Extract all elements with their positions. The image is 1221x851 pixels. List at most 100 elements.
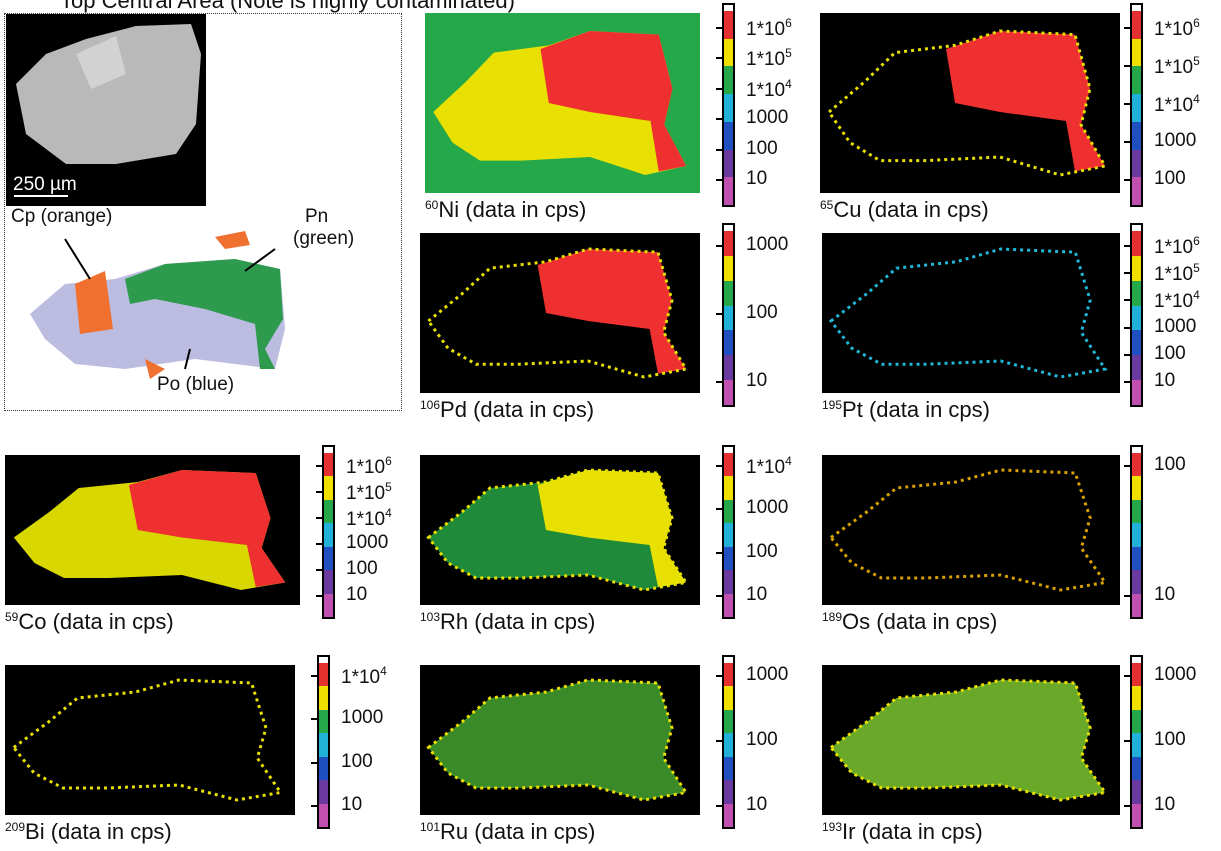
colorbar-label: 100 <box>746 138 778 160</box>
element-map <box>420 455 700 605</box>
tick-base: 1*10 <box>346 483 385 504</box>
tick-base: 1000 <box>746 664 788 685</box>
colorbar-label: 100 <box>346 558 378 580</box>
colorbar-segment <box>1132 663 1141 686</box>
colorbar-segment <box>319 686 328 709</box>
colorbar-segment <box>724 355 733 380</box>
colorbar-tick <box>1124 272 1130 274</box>
isotope-mass: 59 <box>5 610 18 624</box>
element-name: Rh <box>440 609 468 634</box>
tick-exponent: 4 <box>1193 288 1200 302</box>
po-label: Po (blue) <box>157 374 234 396</box>
element-name: Bi <box>25 819 45 844</box>
element-map <box>822 455 1120 605</box>
pn-label: Pn <box>305 206 328 228</box>
colorbar-segment <box>324 500 333 523</box>
colorbar-segment <box>1132 733 1141 756</box>
colorbar-segment <box>1132 94 1141 122</box>
colorbar-segment <box>1132 476 1141 499</box>
colorbar-segment <box>724 710 733 733</box>
colorbar-label: 10 <box>346 584 367 606</box>
colorbar-tick <box>716 675 722 677</box>
map-label: 60Ni (data in cps) <box>425 197 586 223</box>
colorbar-segment <box>1132 281 1141 306</box>
tick-exponent: 4 <box>1193 92 1200 106</box>
tick-base: 100 <box>746 729 778 750</box>
unit-note: (data in cps) <box>46 609 173 634</box>
colorbar-segment <box>724 11 733 39</box>
colorbar-label: 1000 <box>746 664 788 686</box>
colorbar-segment <box>724 330 733 355</box>
colorbar-tick <box>1124 805 1130 807</box>
tick-base: 100 <box>1154 168 1186 189</box>
colorbar-segment <box>724 570 733 593</box>
colorbar-label: 1*105 <box>746 46 792 71</box>
colorbar-segment <box>324 476 333 499</box>
colorbar <box>1130 223 1143 407</box>
colorbar-label: 1000 <box>746 497 788 519</box>
element-map <box>5 665 295 815</box>
element-name: Os <box>842 609 870 634</box>
element-name: Pt <box>842 397 863 422</box>
colorbar-segment <box>724 594 733 617</box>
element-name: Ni <box>438 197 459 222</box>
colorbar <box>722 223 735 407</box>
colorbar-segment <box>1132 256 1141 281</box>
colorbar-segment <box>724 256 733 281</box>
tick-base: 100 <box>341 751 373 772</box>
colorbar-segment <box>1132 500 1141 523</box>
colorbar-tick <box>1124 740 1130 742</box>
colorbar-segment <box>1132 39 1141 67</box>
colorbar-tick <box>716 88 722 90</box>
colorbar-label: 10 <box>341 794 362 816</box>
colorbar-label: 1*104 <box>341 664 387 689</box>
unit-note: (data in cps) <box>863 397 990 422</box>
colorbar-segment <box>724 453 733 476</box>
colorbar-tick <box>716 508 722 510</box>
colorbar-tick <box>1124 245 1130 247</box>
colorbar-tick <box>716 245 722 247</box>
colorbar-label: 100 <box>1154 168 1186 190</box>
colorbar-tick <box>716 57 722 59</box>
tick-base: 10 <box>1154 370 1175 391</box>
colorbar <box>722 3 735 207</box>
colorbar-segment <box>724 380 733 405</box>
colorbar-label: 1*105 <box>1154 261 1200 286</box>
unit-note: (data in cps) <box>870 609 997 634</box>
colorbar-tick <box>716 27 722 29</box>
element-map <box>420 233 700 393</box>
colorbar-segment <box>724 122 733 150</box>
colorbar-segment <box>324 570 333 593</box>
tick-base: 1000 <box>746 107 788 128</box>
tick-base: 100 <box>1154 454 1186 475</box>
colorbar-tick <box>311 762 317 764</box>
element-name: Ru <box>440 819 468 844</box>
colorbar-label: 1000 <box>1154 316 1196 338</box>
element-map <box>420 665 700 815</box>
colorbar-segment <box>1132 804 1141 827</box>
colorbar-label: 1*105 <box>346 480 392 505</box>
map-label: 209Bi (data in cps) <box>5 819 172 845</box>
tick-exponent: 4 <box>785 454 792 468</box>
tick-base: 1*10 <box>746 19 785 40</box>
tick-base: 1*10 <box>1154 57 1193 78</box>
tick-base: 100 <box>746 541 778 562</box>
colorbar-segment <box>319 733 328 756</box>
tick-base: 1000 <box>1154 316 1196 337</box>
colorbar-segment <box>724 804 733 827</box>
tick-base: 1*10 <box>1154 264 1193 285</box>
tick-base: 10 <box>1154 584 1175 605</box>
unit-note: (data in cps) <box>45 819 172 844</box>
isotope-mass: 103 <box>420 610 440 624</box>
tick-exponent: 6 <box>1193 16 1200 30</box>
colorbar-label: 1*104 <box>346 506 392 531</box>
colorbar-segment <box>1132 355 1141 380</box>
colorbar-segment <box>724 686 733 709</box>
colorbar-label: 10 <box>1154 794 1175 816</box>
colorbar-tick <box>316 569 322 571</box>
colorbar-tick <box>716 595 722 597</box>
unit-note: (data in cps) <box>467 397 594 422</box>
tick-base: 1000 <box>341 707 383 728</box>
colorbar-segment <box>319 663 328 686</box>
colorbar-label: 100 <box>746 302 778 324</box>
